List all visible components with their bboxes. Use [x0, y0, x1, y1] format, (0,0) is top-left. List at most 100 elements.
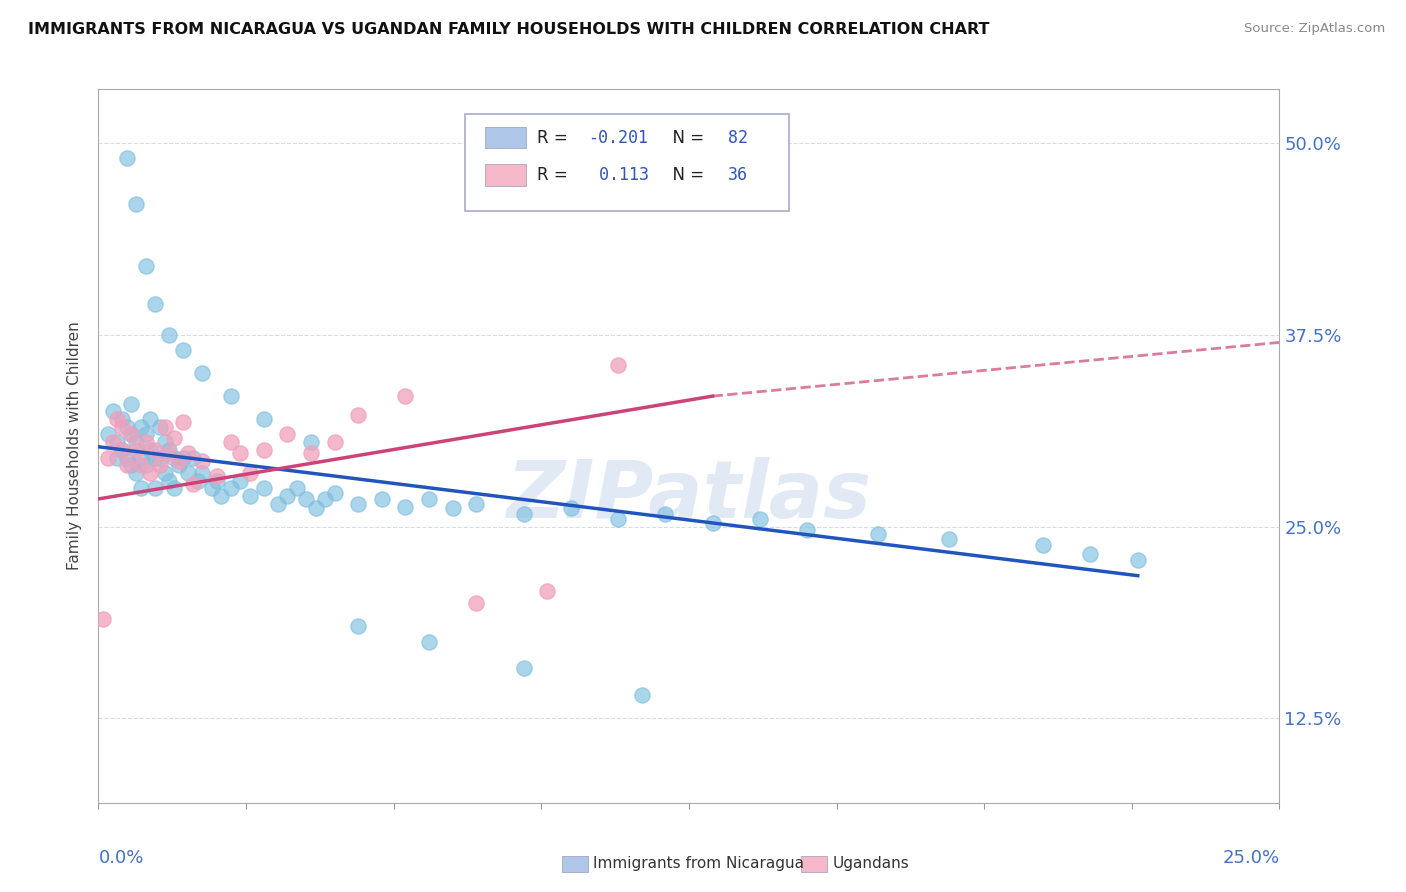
Point	[129, 450, 152, 465]
Point	[441, 501, 464, 516]
Point	[465, 497, 488, 511]
Point	[143, 442, 166, 457]
Point	[172, 415, 194, 429]
Point	[347, 619, 370, 633]
Point	[143, 481, 166, 495]
Point	[209, 489, 232, 503]
Point	[276, 489, 298, 503]
Point	[512, 508, 534, 522]
Point	[1126, 553, 1149, 567]
Text: 0.0%: 0.0%	[98, 849, 143, 867]
Point	[149, 419, 172, 434]
Point	[177, 446, 200, 460]
Text: IMMIGRANTS FROM NICARAGUA VS UGANDAN FAMILY HOUSEHOLDS WITH CHILDREN CORRELATION: IMMIGRANTS FROM NICARAGUA VS UGANDAN FAM…	[28, 22, 990, 37]
Text: R =: R =	[537, 128, 572, 146]
Point	[229, 474, 252, 488]
Point	[630, 689, 652, 703]
Point	[121, 458, 143, 473]
Point	[163, 450, 186, 465]
Point	[347, 497, 370, 511]
Point	[105, 450, 128, 465]
Point	[135, 458, 157, 473]
Point	[205, 469, 228, 483]
Point	[105, 412, 128, 426]
Point	[305, 501, 328, 516]
Point	[239, 466, 262, 480]
Y-axis label: Family Households with Children: Family Households with Children	[67, 322, 83, 570]
Point	[702, 516, 724, 531]
Point	[115, 458, 138, 473]
Text: N =: N =	[662, 166, 709, 184]
Point	[702, 189, 724, 203]
Point	[314, 491, 336, 506]
Point	[536, 584, 558, 599]
Point	[1080, 547, 1102, 561]
Point	[276, 427, 298, 442]
Point	[125, 466, 148, 480]
FancyBboxPatch shape	[485, 164, 526, 186]
Point	[253, 412, 276, 426]
Point	[97, 427, 120, 442]
Point	[347, 408, 370, 422]
Point	[177, 466, 200, 480]
Point	[115, 419, 138, 434]
Point	[121, 397, 143, 411]
Point	[512, 661, 534, 675]
FancyBboxPatch shape	[485, 127, 526, 148]
Point	[125, 435, 148, 450]
Text: 82: 82	[728, 128, 748, 146]
Point	[219, 389, 242, 403]
Point	[121, 427, 143, 442]
Point	[163, 481, 186, 495]
Point	[191, 466, 214, 480]
Point	[157, 327, 180, 342]
Point	[394, 500, 416, 514]
Point	[101, 435, 124, 450]
Point	[299, 435, 322, 450]
Point	[181, 450, 204, 465]
Point	[135, 259, 157, 273]
Point	[748, 512, 770, 526]
Point	[205, 474, 228, 488]
Point	[139, 442, 162, 457]
Point	[201, 481, 224, 495]
Text: R =: R =	[537, 166, 572, 184]
Point	[187, 474, 209, 488]
Point	[153, 419, 176, 434]
Point	[105, 435, 128, 450]
Point	[167, 458, 190, 473]
Point	[191, 453, 214, 467]
Point	[172, 450, 194, 465]
Point	[111, 412, 134, 426]
Point	[143, 450, 166, 465]
Point	[135, 427, 157, 442]
Point	[139, 466, 162, 480]
Point	[299, 446, 322, 460]
Point	[111, 442, 134, 457]
Point	[172, 343, 194, 357]
Point	[135, 435, 157, 450]
Point	[323, 435, 346, 450]
Text: -0.201: -0.201	[589, 128, 648, 146]
Point	[91, 612, 114, 626]
Point	[938, 532, 960, 546]
Point	[139, 412, 162, 426]
Text: 25.0%: 25.0%	[1222, 849, 1279, 867]
Point	[125, 442, 148, 457]
Point	[418, 634, 440, 648]
Text: 0.113: 0.113	[589, 166, 648, 184]
Point	[129, 458, 152, 473]
Point	[115, 151, 138, 165]
Point	[121, 427, 143, 442]
Point	[465, 596, 488, 610]
Point	[285, 481, 308, 495]
Point	[654, 508, 676, 522]
Text: Ugandans: Ugandans	[832, 856, 910, 871]
Point	[101, 404, 124, 418]
Point	[560, 501, 582, 516]
Text: 36: 36	[728, 166, 748, 184]
Point	[866, 527, 889, 541]
Point	[149, 458, 172, 473]
Point	[253, 442, 276, 457]
Text: N =: N =	[662, 128, 709, 146]
